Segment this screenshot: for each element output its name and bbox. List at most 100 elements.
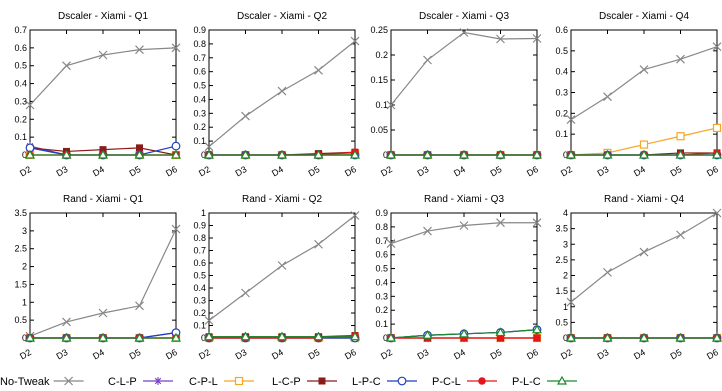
chart-panel: Dscaler - Xiami - Q2 0 0.1 0.2 0.3 0.4 0.5 0.6 0…	[193, 11, 361, 178]
data-point	[423, 55, 432, 65]
data-point	[171, 43, 181, 53]
legend-swatch-marker	[397, 376, 407, 386]
y-tick-label: 0.5	[375, 264, 388, 274]
data-point	[533, 334, 541, 342]
y-tick-label: 0.7	[375, 236, 388, 246]
data-point	[135, 45, 144, 55]
x-tick-label: D4	[632, 164, 647, 178]
chart-title: Dscaler - Xiami - Q3	[419, 11, 509, 22]
y-tick-label: 1.5	[555, 286, 568, 296]
data-point	[495, 327, 506, 337]
y-tick-label: 0.05	[370, 125, 388, 135]
y-tick-label: 0	[563, 150, 568, 160]
chart-title: Rand - Xiami - Q3	[424, 194, 504, 205]
y-tick-label: 0.1	[14, 132, 27, 142]
x-tick-label: D5	[489, 347, 504, 361]
y-tick-label: 3.5	[555, 224, 568, 234]
y-tick-label: 0.2	[375, 50, 388, 60]
data-point	[566, 297, 576, 307]
plot-frame	[390, 29, 538, 156]
legend-label: P-L-C	[512, 376, 541, 388]
legend-label: L-C-P	[272, 376, 301, 388]
data-point	[676, 230, 685, 240]
y-tick-label: 2	[563, 271, 568, 281]
y-tick-label: 0.9	[193, 25, 206, 35]
data-point	[25, 100, 35, 110]
x-tick-label: D3	[55, 347, 70, 361]
chart-panel: Dscaler - Xiami - Q4 0 0.1 0.2 0.3 0.4 0.5 0.6 D…	[555, 11, 722, 178]
y-tick-label: 2.5	[555, 255, 568, 265]
data-point	[240, 331, 251, 341]
chart-title: Dscaler - Xiami - Q1	[58, 11, 148, 22]
y-tick-label: 0.1	[375, 319, 388, 329]
data-point	[24, 332, 36, 342]
x-tick-label: D6	[705, 347, 720, 361]
y-tick-label: 0.2	[193, 122, 206, 132]
x-tick-label: D5	[489, 164, 504, 178]
data-point	[241, 111, 250, 121]
series-line	[570, 46, 718, 121]
y-tick-label: 0	[383, 150, 388, 160]
y-tick-label: 0.15	[370, 75, 388, 85]
chart-panel: Dscaler - Xiami - Q3 0 0.05 0.1 0.15 0.2 0.25 D…	[370, 11, 543, 178]
data-point	[349, 331, 361, 341]
data-point	[99, 146, 107, 154]
legend-label: C-L-P	[108, 376, 137, 388]
x-tick-label: D2	[379, 347, 394, 361]
x-tick-label: D2	[18, 347, 33, 361]
y-tick-label: 0.7	[193, 246, 206, 256]
data-point	[676, 132, 685, 141]
x-tick-label: D5	[669, 164, 684, 178]
chart-title: Dscaler - Xiami - Q4	[599, 11, 689, 22]
x-tick-label: D4	[270, 164, 285, 178]
data-point	[712, 123, 722, 133]
data-point	[313, 149, 324, 159]
y-tick-label: 0.3	[14, 96, 27, 106]
x-tick-label: D6	[705, 164, 720, 178]
x-tick-label: D3	[596, 347, 611, 361]
y-tick-label: 0.5	[555, 46, 568, 56]
y-tick-label: 0.2	[555, 108, 568, 118]
legend-item: L-P-C	[352, 376, 417, 388]
x-tick-label: D2	[559, 347, 574, 361]
y-tick-label: 2	[22, 262, 27, 272]
chart-panel: Rand - Xiami - Q1 0 0.5 1 1.5 2 2.5 3 3.5 D2 D3 D4 D…	[14, 194, 182, 361]
data-point	[241, 288, 250, 298]
legend-swatch-marker	[478, 377, 486, 385]
y-tick-label: 0.9	[193, 221, 206, 231]
series-line	[570, 212, 718, 303]
x-tick-label: D2	[559, 164, 574, 178]
y-tick-label: 0.8	[193, 39, 206, 49]
data-point	[675, 332, 686, 342]
data-point	[135, 301, 144, 311]
chart-title: Rand - Xiami - Q2	[242, 194, 322, 205]
y-tick-label: 0.6	[14, 43, 27, 53]
series-line	[208, 40, 356, 148]
y-tick-label: 0	[22, 150, 27, 160]
data-point	[203, 149, 215, 159]
data-point	[276, 331, 288, 341]
chart-title: Dscaler - Xiami - Q2	[237, 11, 327, 22]
y-tick-label: 0.4	[14, 79, 27, 89]
data-point	[62, 317, 71, 327]
x-tick-label: D4	[270, 347, 285, 361]
x-tick-label: D5	[669, 347, 684, 361]
y-tick-label: 0.1	[375, 100, 388, 110]
data-point	[61, 332, 72, 342]
y-tick-label: 0.3	[555, 88, 568, 98]
data-point	[712, 208, 722, 218]
data-point	[711, 332, 722, 342]
data-point	[24, 149, 36, 159]
data-point	[171, 141, 181, 151]
x-tick-label: D6	[164, 164, 179, 178]
data-point	[676, 54, 685, 64]
data-point	[496, 34, 505, 44]
series-line	[208, 215, 356, 321]
y-tick-label: 0.6	[193, 258, 206, 268]
data-point	[204, 316, 214, 325]
legend-item: L-C-P	[272, 376, 337, 388]
legend-swatch-marker	[64, 376, 74, 386]
x-tick-label: D4	[91, 164, 106, 178]
x-tick-label: D2	[18, 164, 33, 178]
